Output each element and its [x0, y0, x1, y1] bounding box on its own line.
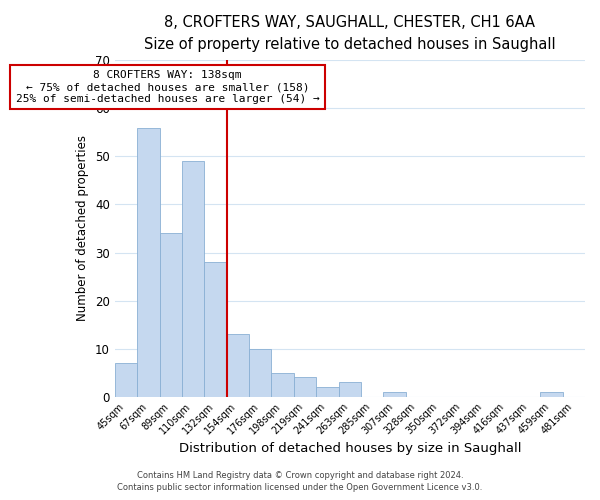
Text: Contains HM Land Registry data © Crown copyright and database right 2024.
Contai: Contains HM Land Registry data © Crown c… [118, 471, 482, 492]
Bar [316, 387, 338, 396]
Bar [115, 363, 137, 396]
Bar [227, 334, 249, 396]
Bar [182, 161, 205, 396]
Bar [540, 392, 563, 396]
Bar [383, 392, 406, 396]
Title: 8, CROFTERS WAY, SAUGHALL, CHESTER, CH1 6AA
Size of property relative to detache: 8, CROFTERS WAY, SAUGHALL, CHESTER, CH1 … [144, 15, 556, 52]
Bar [160, 234, 182, 396]
Bar [271, 372, 294, 396]
Bar [205, 262, 227, 396]
X-axis label: Distribution of detached houses by size in Saughall: Distribution of detached houses by size … [179, 442, 521, 455]
Y-axis label: Number of detached properties: Number of detached properties [76, 136, 89, 322]
Bar [137, 128, 160, 396]
Text: 8 CROFTERS WAY: 138sqm
← 75% of detached houses are smaller (158)
25% of semi-de: 8 CROFTERS WAY: 138sqm ← 75% of detached… [16, 70, 319, 104]
Bar [249, 348, 271, 397]
Bar [294, 378, 316, 396]
Bar [338, 382, 361, 396]
